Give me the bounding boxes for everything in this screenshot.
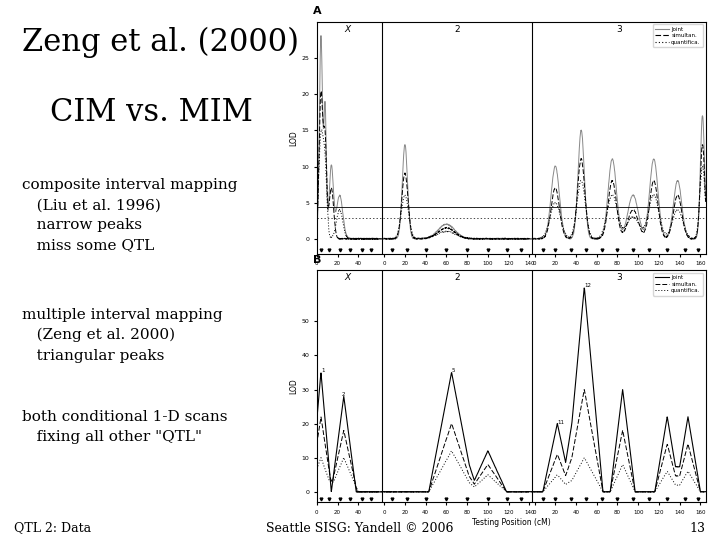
- Y-axis label: LOD: LOD: [289, 378, 299, 394]
- Text: 11: 11: [557, 420, 564, 424]
- Text: 3: 3: [616, 273, 622, 282]
- Text: X: X: [345, 273, 351, 282]
- Legend: Joint, simultan., quantifica.: Joint, simultan., quantifica.: [653, 273, 703, 295]
- Text: 2: 2: [342, 393, 345, 397]
- Y-axis label: LOD: LOD: [289, 130, 299, 146]
- X-axis label: Testing Position (cM): Testing Position (cM): [472, 518, 551, 526]
- Text: multiple interval mapping
   (Zeng et al. 2000)
   triangular peaks: multiple interval mapping (Zeng et al. 2…: [22, 308, 222, 362]
- Text: 2: 2: [454, 25, 459, 35]
- Text: 3: 3: [616, 25, 622, 35]
- Text: X: X: [345, 25, 351, 35]
- Text: Zeng et al. (2000): Zeng et al. (2000): [22, 27, 299, 58]
- Legend: Joint, simultan., quantifica.: Joint, simultan., quantifica.: [653, 24, 703, 47]
- Text: Seattle SISG: Yandell © 2006: Seattle SISG: Yandell © 2006: [266, 522, 454, 535]
- Text: CIM vs. MIM: CIM vs. MIM: [50, 97, 253, 128]
- Text: both conditional 1-D scans
   fixing all other "QTL": both conditional 1-D scans fixing all ot…: [22, 410, 227, 444]
- Text: QTL 2: Data: QTL 2: Data: [14, 522, 91, 535]
- Text: 1: 1: [321, 368, 325, 374]
- Text: 2: 2: [454, 273, 459, 282]
- Text: composite interval mapping
   (Liu et al. 1996)
   narrow peaks
   miss some QTL: composite interval mapping (Liu et al. 1…: [22, 178, 237, 252]
- Text: B: B: [313, 254, 322, 265]
- Text: 5: 5: [451, 368, 455, 374]
- Text: 12: 12: [585, 283, 591, 288]
- Text: 13: 13: [690, 522, 706, 535]
- Text: A: A: [313, 6, 322, 16]
